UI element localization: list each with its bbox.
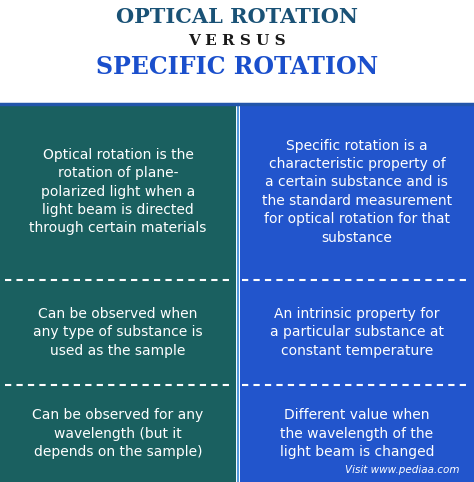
Text: An intrinsic property for
a particular substance at
constant temperature: An intrinsic property for a particular s… — [270, 307, 444, 358]
Text: SPECIFIC ROTATION: SPECIFIC ROTATION — [96, 55, 378, 80]
Text: V E R S U S: V E R S U S — [188, 34, 286, 48]
Text: Different value when
the wavelength of the
light beam is changed: Different value when the wavelength of t… — [280, 408, 434, 459]
Text: Can be observed for any
wavelength (but it
depends on the sample): Can be observed for any wavelength (but … — [32, 408, 204, 459]
Text: Optical rotation is the
rotation of plane-
polarized light when a
light beam is : Optical rotation is the rotation of plan… — [29, 148, 207, 235]
Text: OPTICAL ROTATION: OPTICAL ROTATION — [116, 7, 358, 27]
Text: Visit www.pediaa.com: Visit www.pediaa.com — [345, 465, 460, 475]
Bar — [240, 104, 474, 482]
Bar — [0, 104, 236, 482]
Text: Can be observed when
any type of substance is
used as the sample: Can be observed when any type of substan… — [33, 307, 203, 358]
Text: Specific rotation is a
characteristic property of
a certain substance and is
the: Specific rotation is a characteristic pr… — [262, 139, 452, 245]
